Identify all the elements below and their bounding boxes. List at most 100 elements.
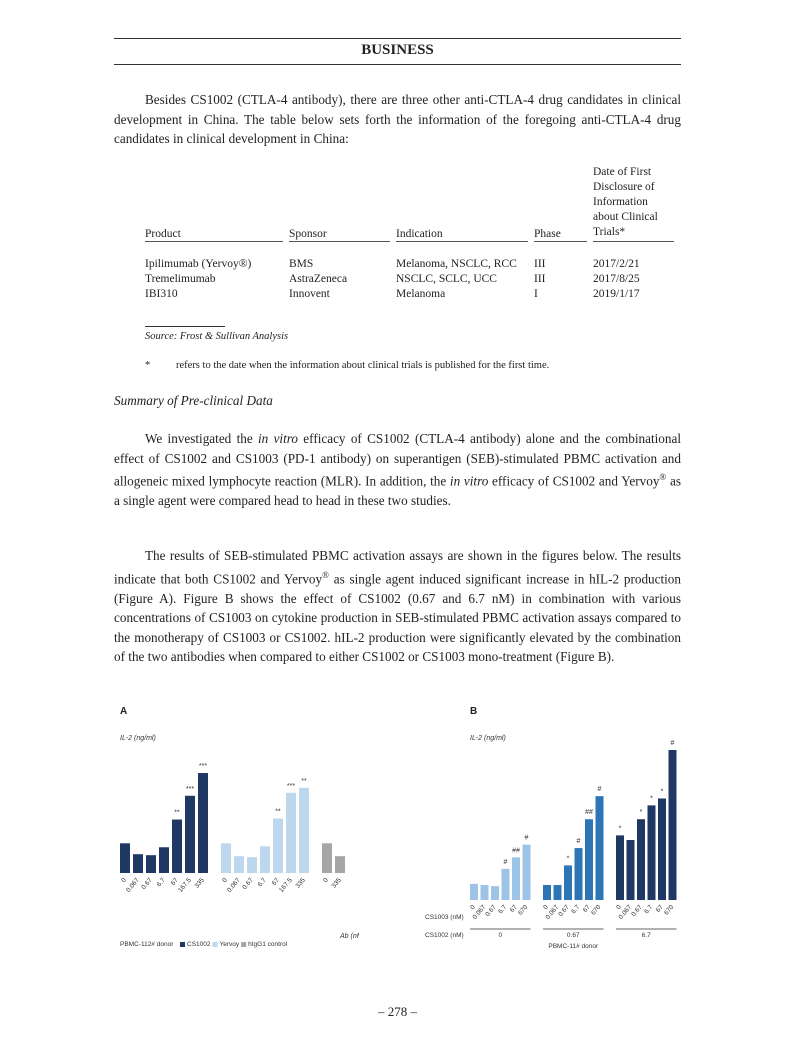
page-number: – 278 – [378,1004,417,1019]
x-tick-label: 67 [509,904,519,914]
x-tick-label: 0 [322,877,330,885]
footnote-mark: * [145,360,151,371]
source: Source: Frost & Sullivan Analysis [145,331,289,342]
bar [146,855,156,873]
significance-label: # [598,786,602,793]
x-tick-label: 67 [582,904,592,914]
significance-label: # [504,859,508,866]
text: Indication [396,228,528,242]
footnote: refers to the date when the information … [176,360,550,371]
column-header: Product [145,165,289,242]
column-header: Date of First Disclosure of Information … [593,165,680,242]
bar [647,805,656,900]
significance-label: * [640,809,643,816]
significance-label: *** [186,786,194,793]
table-row: Ipilimumab (Yervoy®) BMS Melanoma, NSCLC, … [145,242,680,272]
group-label: 6.7 [642,932,651,939]
bar [668,750,677,900]
x-tick-label: 6.7 [156,877,167,889]
column-header: Sponsor [289,165,396,242]
text: efficacy of CS1002 and Yervoy [488,473,660,489]
table-cell: Tremelimumab [145,273,216,285]
bar [286,792,296,873]
table-cell: III [534,273,546,285]
bar [335,856,345,873]
group-label: 0 [498,932,502,939]
legend-label: Yervoy [220,941,240,948]
bar [322,843,332,873]
table-cell: 2017/2/21 [593,258,640,270]
text: as single agent induced significant incr… [114,570,681,665]
bar [616,835,624,900]
bar [185,795,195,873]
bar [658,798,666,900]
bar [512,857,520,900]
x-tick-label: 335 [194,877,207,890]
significance-label: *** [287,783,295,790]
table-cell: Innovent [289,288,330,300]
x-tick-label: 67 [170,877,180,887]
table-cell: 2019/1/17 [593,288,640,300]
x-tick-label: 0.067 [226,877,242,894]
x-tick-label: 0 [120,877,128,885]
x-tick-label: 0 [615,904,623,912]
x-tick-label: 0 [469,904,477,912]
x-tick-label: 0.67 [241,877,255,891]
text: We investigated the [145,431,259,446]
significance-label: *** [199,763,207,770]
bar [299,787,309,873]
bar [543,885,551,900]
bar [234,856,244,873]
table-cell: I [534,288,538,300]
table-cell: BMS [289,258,314,270]
significance-label: * [567,855,570,862]
x-tick-label: 167.5 [177,877,193,894]
bar [480,885,489,900]
header-rule [114,64,681,65]
table-cell: IBI310 [145,288,178,300]
x-tick-label: 67 [271,877,281,887]
x-tick-label: 6.7 [257,877,268,889]
bar [491,886,499,900]
x-tick-label: 0 [542,904,550,912]
bar [637,819,645,900]
significance-label: # [671,740,675,747]
significance-label: ** [275,809,281,816]
bar [159,847,169,873]
paragraph: Besides CS1002 (CTLA-4 antibody), there … [114,90,681,149]
bar [260,846,270,873]
bar [574,848,583,900]
significance-label: ** [301,778,307,785]
source-rule [145,326,225,327]
significance-label: * [661,788,664,795]
table-cell: 2017/8/25 [593,273,640,285]
significance-label: # [525,835,529,842]
header-title: BUSINESS [361,42,434,58]
text: in vitro [449,473,489,489]
legend-label: hIgG1 control [248,941,288,948]
x-tick-label: 0.67 [140,877,154,891]
bar [172,819,182,873]
x-tick-label: 6.7 [497,904,508,916]
text: as a single agent were compared head to … [114,473,681,509]
y-axis-label: IL-2 (ng/ml) [470,735,506,742]
x-tick-label: 67 [655,904,665,914]
text: ® [322,569,329,580]
paragraph: We investigated the in vitro efficacy of… [114,429,681,511]
bar [470,883,478,900]
significance-label: ## [585,809,593,816]
text: Date of First Disclosure of Information … [593,165,674,242]
bar [198,773,208,873]
table: Product Sponsor Indication Phase Date of… [145,165,680,302]
table-cell: AstraZeneca [289,273,348,285]
text: ® [659,472,667,483]
bar [553,885,562,900]
panel-label: B [470,706,477,717]
table-cell: Melanoma [396,288,446,300]
x-tick-label: 167.5 [278,877,294,894]
x-tick-label: 0.067 [125,877,141,894]
text: The results of SEB-stimulated PBMC activ… [114,548,681,586]
significance-label: ** [174,810,180,817]
significance-label: * [619,825,622,832]
text: Product [145,228,283,242]
